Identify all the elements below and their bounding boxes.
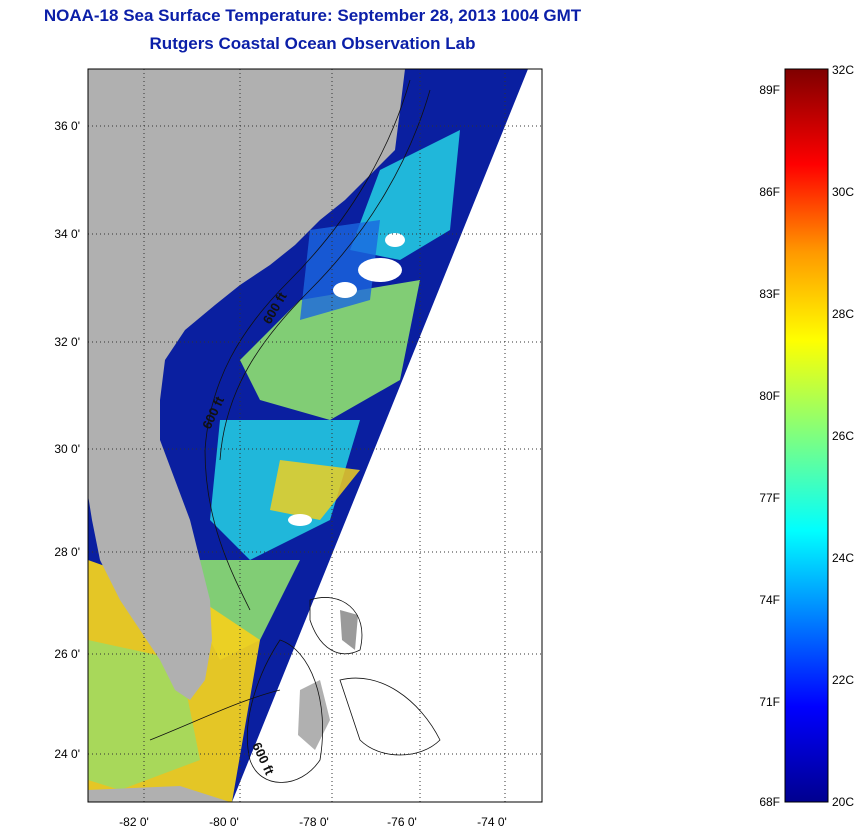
lat-labels: 36 0' 34 0' 32 0' 30 0' 28 0' 26 0' 24 0…	[54, 119, 80, 761]
colorbar-f-label: 77F	[759, 491, 780, 505]
colorbar-celsius-labels: 32C 30C 28C 26C 24C 22C 20C	[832, 63, 854, 809]
lon-label: -76 0'	[387, 815, 417, 829]
cuba-land	[88, 786, 230, 802]
colorbar-fahrenheit-labels: 89F 86F 83F 80F 77F 74F 71F 68F	[759, 83, 780, 809]
colorbar-f-label: 68F	[759, 795, 780, 809]
lat-label: 26 0'	[54, 647, 80, 661]
colorbar-f-label: 89F	[759, 83, 780, 97]
lat-label: 32 0'	[54, 335, 80, 349]
lat-label: 24 0'	[54, 747, 80, 761]
map-area	[88, 69, 542, 802]
map-frame	[87, 68, 543, 803]
lat-label: 36 0'	[54, 119, 80, 133]
land-mass	[88, 69, 405, 700]
lon-label: -74 0'	[477, 815, 507, 829]
bahamas-land	[340, 610, 358, 650]
colorbar-f-label: 83F	[759, 287, 780, 301]
depth-contours	[149, 79, 441, 783]
lat-label: 34 0'	[54, 227, 80, 241]
colorbar-f-label: 80F	[759, 389, 780, 403]
lon-label: -82 0'	[119, 815, 149, 829]
lon-label: -80 0'	[209, 815, 239, 829]
colorbar-c-label: 24C	[832, 551, 854, 565]
lon-labels: -82 0' -80 0' -78 0' -76 0' -74 0'	[119, 815, 507, 829]
bahamas-land	[298, 680, 330, 750]
colorbar-c-label: 26C	[832, 429, 854, 443]
colorbar-f-label: 86F	[759, 185, 780, 199]
colorbar-f-label: 74F	[759, 593, 780, 607]
colorbar-c-label: 20C	[832, 795, 854, 809]
lat-label: 28 0'	[54, 545, 80, 559]
colorbar-c-label: 32C	[832, 63, 854, 77]
colorbar	[784, 68, 829, 803]
colorbar-f-label: 71F	[759, 695, 780, 709]
colorbar-c-label: 30C	[832, 185, 854, 199]
lat-label: 30 0'	[54, 442, 80, 456]
chart-title: NOAA-18 Sea Surface Temperature: Septemb…	[43, 6, 582, 25]
colorbar-c-label: 22C	[832, 673, 854, 687]
colorbar-c-label: 28C	[832, 307, 854, 321]
chart-subtitle: Rutgers Coastal Ocean Observation Lab	[149, 34, 476, 53]
cloud-gaps	[288, 233, 405, 526]
lon-label: -78 0'	[299, 815, 329, 829]
